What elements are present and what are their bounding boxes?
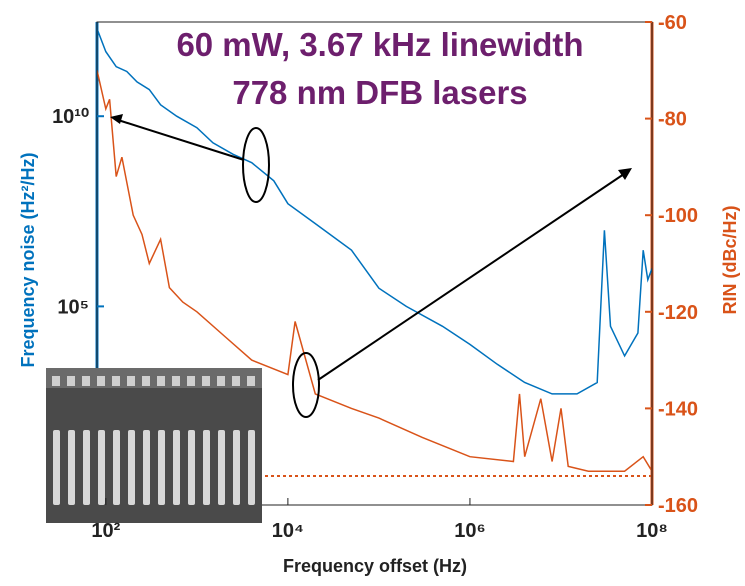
x-tick-label: 10⁴ xyxy=(272,520,304,542)
annotation: 778 nm DFB lasers xyxy=(232,74,527,111)
y-tick-label: 10⁵ xyxy=(57,296,89,318)
y2-tick-label: -160 xyxy=(658,495,698,517)
plot-frame xyxy=(96,21,653,506)
y2-tick-label: -100 xyxy=(658,205,698,227)
x-axis-label: Frequency offset (Hz) xyxy=(283,556,467,576)
callouts xyxy=(110,114,632,418)
series-line xyxy=(97,70,652,472)
y-axis-label: Frequency noise (Hz²/Hz) xyxy=(18,152,38,367)
x-tick-label: 10² xyxy=(91,520,120,542)
y2-tick-label: -60 xyxy=(658,12,687,34)
y2-tick-label: -140 xyxy=(658,398,698,420)
inset-image xyxy=(46,368,262,523)
y2-tick-label: -120 xyxy=(658,302,698,324)
series-line xyxy=(97,28,652,395)
annotation: 60 mW, 3.67 kHz linewidth xyxy=(176,26,583,63)
y-tick-label: 10¹⁰ xyxy=(52,106,89,128)
y2-axis-label: RIN (dBc/Hz) xyxy=(720,206,740,315)
y2-tick-label: -80 xyxy=(658,109,687,131)
x-tick-label: 10⁸ xyxy=(636,520,668,542)
x-tick-label: 10⁶ xyxy=(454,520,485,542)
